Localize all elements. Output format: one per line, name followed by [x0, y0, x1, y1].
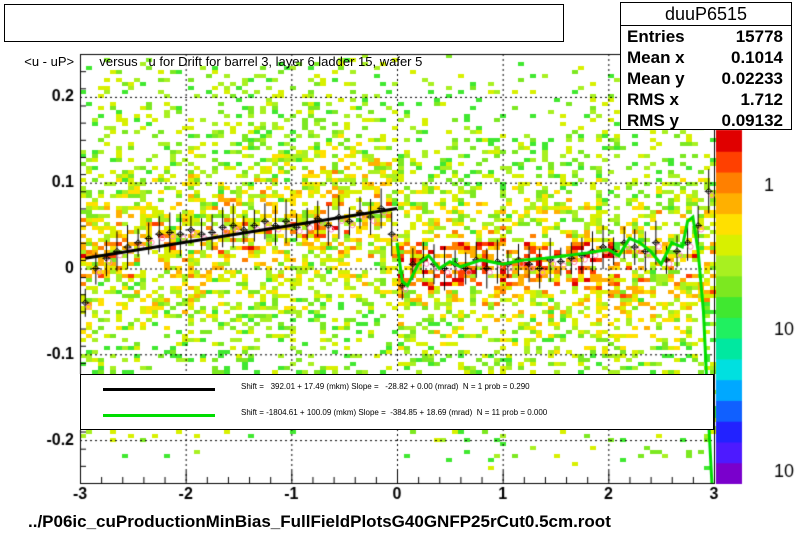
stats-label: Mean x	[627, 48, 685, 67]
legend-text: Shift = -1804.61 + 100.09 (mkm) Slope = …	[241, 408, 548, 417]
stats-row: Mean x 0.1014	[621, 47, 791, 68]
stats-value: 0.09132	[721, 111, 783, 130]
stats-box: duuP6515 Entries 15778 Mean x 0.1014 Mea…	[620, 2, 792, 130]
stats-value: 1.712	[740, 90, 783, 109]
legend-entry-black-fit: Shift = 392.01 + 17.49 (mkm) Slope = -28…	[81, 379, 713, 399]
stats-row: RMS y 0.09132	[621, 110, 791, 131]
plot-title: <u - uP> versus u for Drift for barrel 3…	[4, 4, 564, 69]
fit-legend: Shift = 392.01 + 17.49 (mkm) Slope = -28…	[80, 374, 714, 430]
stats-value: 0.02233	[721, 69, 783, 88]
file-path-footer: ../P06ic_cuProductionMinBias_FullFieldPl…	[28, 512, 611, 531]
plot-title-text: <u - uP> versus u for Drift for barrel 3…	[24, 54, 423, 69]
stats-label: RMS y	[627, 111, 679, 130]
stats-label: Entries	[627, 27, 685, 46]
stats-value: 0.1014	[731, 48, 783, 67]
stats-row: Entries 15778	[621, 26, 791, 47]
stats-row: Mean y 0.02233	[621, 68, 791, 89]
legend-text: Shift = 392.01 + 17.49 (mkm) Slope = -28…	[241, 382, 530, 391]
stats-row: RMS x 1.712	[621, 89, 791, 110]
legend-line-black	[103, 388, 215, 391]
stats-label: Mean y	[627, 69, 685, 88]
stats-name: duuP6515	[621, 3, 791, 26]
legend-line-green	[103, 414, 215, 417]
stats-label: RMS x	[627, 90, 679, 109]
legend-entry-green-fit: Shift = -1804.61 + 100.09 (mkm) Slope = …	[81, 405, 713, 425]
stats-value: 15778	[735, 27, 783, 46]
